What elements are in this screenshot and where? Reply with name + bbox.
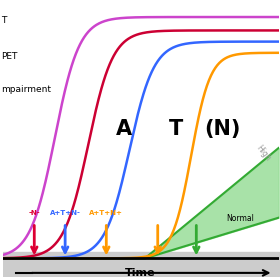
Text: PET: PET: [1, 52, 17, 61]
Text: Normal: Normal: [226, 214, 254, 223]
Text: A+T+N-: A+T+N-: [50, 210, 81, 216]
Text: -N-: -N-: [29, 210, 40, 216]
Text: A: A: [116, 119, 132, 139]
Text: mpairment: mpairment: [1, 85, 51, 94]
Text: High: High: [254, 144, 272, 163]
Text: Time: Time: [125, 268, 155, 278]
Text: T: T: [1, 16, 6, 25]
Text: (N): (N): [204, 119, 240, 139]
Text: A+T+N+: A+T+N+: [89, 210, 123, 216]
Text: T: T: [169, 119, 183, 139]
